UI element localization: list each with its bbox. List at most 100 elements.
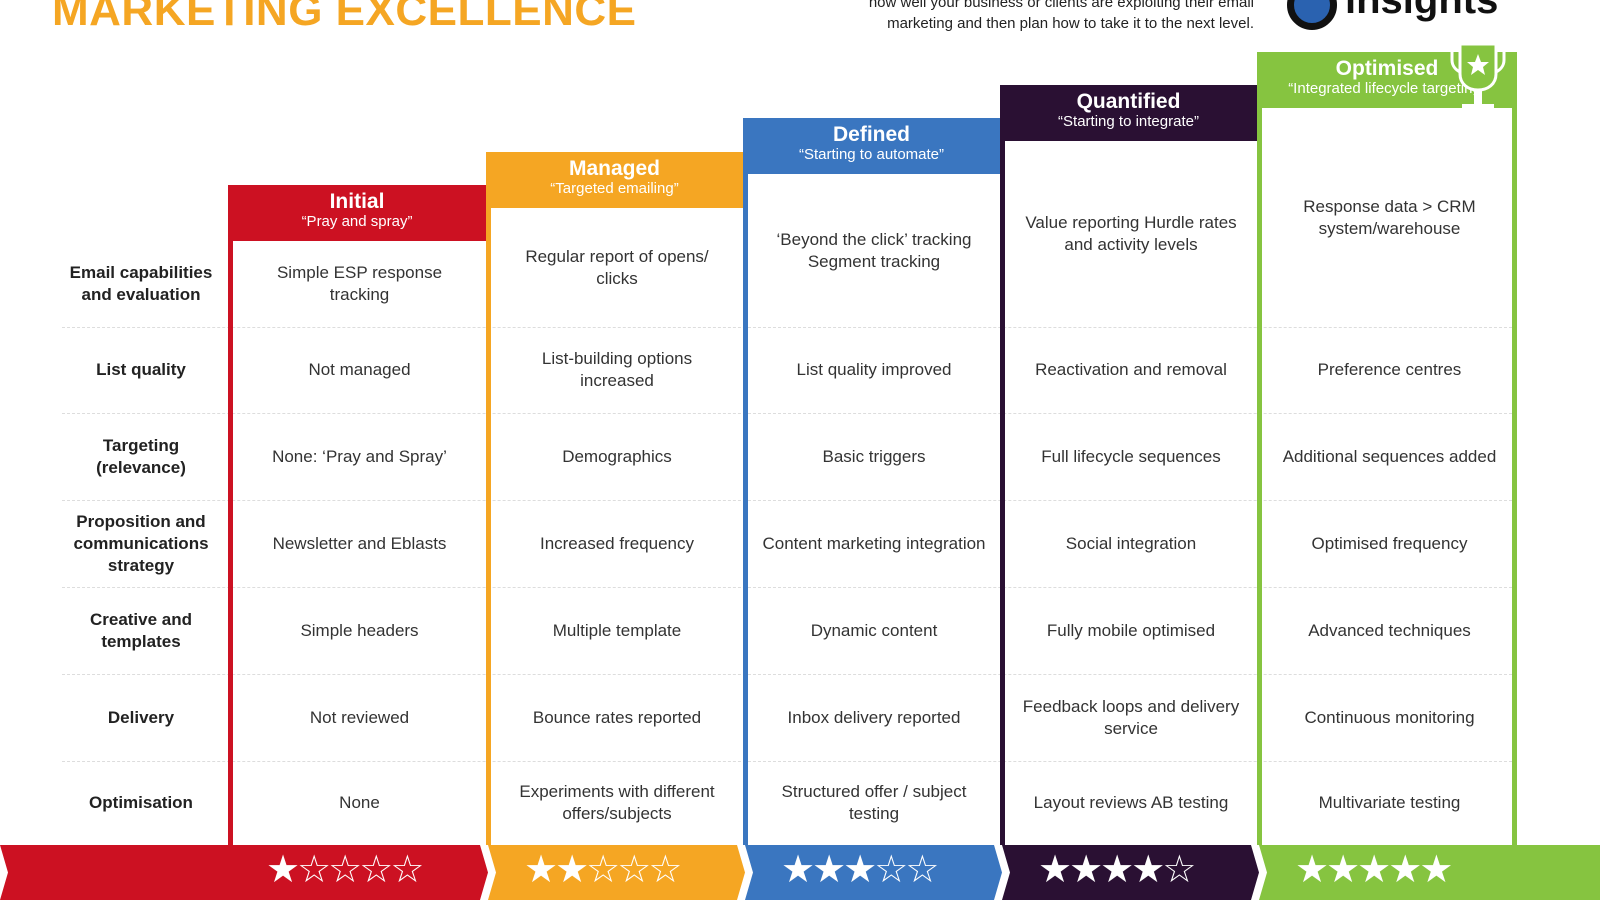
level-cell: None: ‘Pray and Spray’ — [272, 446, 447, 466]
star-outline-icon: ☆ — [617, 849, 651, 891]
level-subtitle: “Targeted emailing” — [550, 180, 679, 197]
row-label: Delivery — [107, 707, 175, 727]
star-filled-icon: ★ — [1419, 849, 1453, 891]
star-outline-icon: ☆ — [874, 849, 908, 891]
level-subtitle: “Pray and spray” — [301, 213, 413, 230]
level-cell: Simple ESP response tracking — [276, 263, 443, 304]
star-filled-icon: ★ — [524, 849, 558, 891]
level-cell: Demographics — [562, 446, 672, 466]
star-filled-icon: ★ — [1295, 849, 1329, 891]
level-name: Defined — [832, 123, 910, 146]
star-rating: ★★☆☆☆ — [524, 849, 682, 891]
level-header: Defined “Starting to automate” — [743, 118, 1000, 174]
level-cell: Multivariate testing — [1318, 793, 1461, 812]
level-cell: Dynamic content — [810, 620, 938, 640]
level-cell: Response data > CRM system/warehouse — [1303, 196, 1476, 238]
level-cell: Fully mobile optimised — [1046, 620, 1216, 640]
level-cell: None — [339, 793, 380, 812]
row-label: Targeting (relevance) — [96, 435, 186, 477]
level-name: Initial — [329, 190, 385, 213]
level-cell: Advanced techniques — [1308, 620, 1471, 640]
level-cell: Continuous monitoring — [1304, 707, 1475, 727]
star-filled-icon: ★ — [812, 849, 846, 891]
level-cell: Layout reviews AB testing — [1033, 793, 1229, 812]
trophy-icon — [1450, 42, 1506, 113]
row-label: Creative and templates — [89, 609, 193, 651]
level-column-quantified: Quantified “Starting to integrate” — [1000, 85, 1257, 845]
level-header: Initial “Pray and spray” — [228, 185, 486, 241]
level-subtitle: “Starting to integrate” — [1058, 113, 1199, 130]
level-name: Optimised — [1335, 57, 1439, 80]
row-divider — [62, 413, 1512, 414]
star-rating: ★★★☆☆ — [781, 849, 939, 891]
level-cell: Inbox delivery reported — [787, 707, 961, 727]
star-filled-icon: ★ — [1357, 849, 1391, 891]
row-label: List quality — [96, 360, 186, 379]
star-outline-icon: ☆ — [297, 849, 331, 891]
level-cell: Social integration — [1065, 533, 1197, 553]
star-outline-icon: ☆ — [1162, 849, 1196, 891]
intro-line: marketing and then plan how to take it t… — [887, 15, 1254, 32]
level-cell: Value reporting Hurdle rates and activit… — [1025, 213, 1237, 254]
level-cell: Basic triggers — [822, 446, 926, 466]
logo-text: insights — [1345, 0, 1499, 22]
level-cell: List quality improved — [796, 360, 952, 379]
level-cell: Simple headers — [300, 620, 419, 640]
level-cell: Structured offer / subject testing — [781, 782, 967, 823]
star-filled-icon: ★ — [781, 849, 815, 891]
smart-insights-logo: insights — [1285, 0, 1505, 32]
star-filled-icon: ★ — [1326, 849, 1360, 891]
level-cell: ‘Beyond the click’ tracking Segment trac… — [776, 229, 972, 271]
level-cell: Not managed — [308, 360, 411, 379]
star-filled-icon: ★ — [1038, 849, 1072, 891]
level-cell: Not reviewed — [309, 707, 410, 727]
level-column-initial: Initial “Pray and spray” — [228, 185, 486, 845]
row-divider — [62, 327, 1512, 328]
intro-text: how well your business or clients are ex… — [734, 0, 1254, 34]
rating-band — [1259, 845, 1600, 900]
level-cell: Experiments with different offers/subjec… — [519, 782, 715, 823]
page-title: MARKETING EXCELLENCE — [52, 0, 637, 35]
star-filled-icon: ★ — [555, 849, 589, 891]
level-cell: Full lifecycle sequences — [1041, 446, 1221, 466]
level-column-defined: Defined “Starting to automate” — [743, 118, 1000, 845]
star-outline-icon: ☆ — [359, 849, 393, 891]
rating-band — [0, 845, 488, 900]
star-outline-icon: ☆ — [328, 849, 362, 891]
level-header: Quantified “Starting to integrate” — [1000, 85, 1257, 141]
star-filled-icon: ★ — [1131, 849, 1165, 891]
rating-band — [1002, 845, 1259, 900]
level-cell: Multiple template — [552, 620, 682, 640]
level-cell: Content marketing integration — [762, 533, 986, 553]
level-cell: Bounce rates reported — [532, 707, 702, 727]
star-rating: ★★★★★ — [1295, 849, 1453, 891]
star-filled-icon: ★ — [843, 849, 877, 891]
level-cell: List-building options increased — [541, 349, 693, 390]
level-cell: Reactivation and removal — [1035, 360, 1227, 379]
level-name: Quantified — [1076, 90, 1181, 113]
level-cell: Additional sequences added — [1282, 446, 1497, 466]
level-cell: Increased frequency — [539, 533, 695, 553]
row-divider — [62, 761, 1512, 762]
star-filled-icon: ★ — [266, 849, 300, 891]
row-divider — [62, 500, 1512, 501]
level-cell: Newsletter and Eblasts — [272, 533, 447, 553]
row-divider — [62, 674, 1512, 675]
level-cell: Feedback loops and delivery service — [1022, 696, 1240, 738]
level-name: Managed — [568, 157, 660, 180]
row-label: Email capabilities and evaluation — [69, 262, 213, 304]
star-outline-icon: ☆ — [905, 849, 939, 891]
level-cell: Regular report of opens/ clicks — [525, 246, 709, 288]
logo-circle-icon — [1287, 0, 1337, 30]
star-outline-icon: ☆ — [586, 849, 620, 891]
level-header: Managed “Targeted emailing” — [486, 152, 743, 208]
intro-line: how well your business or clients are ex… — [868, 0, 1254, 11]
row-label: Optimisation — [89, 793, 193, 812]
level-cell: Optimised frequency — [1311, 533, 1468, 553]
star-outline-icon: ☆ — [390, 849, 424, 891]
star-rating: ★★★★☆ — [1038, 849, 1196, 891]
star-rating: ★☆☆☆☆ — [266, 849, 424, 891]
level-cell: Preference centres — [1317, 360, 1462, 379]
star-outline-icon: ☆ — [648, 849, 682, 891]
level-subtitle: “Starting to automate” — [798, 146, 945, 163]
